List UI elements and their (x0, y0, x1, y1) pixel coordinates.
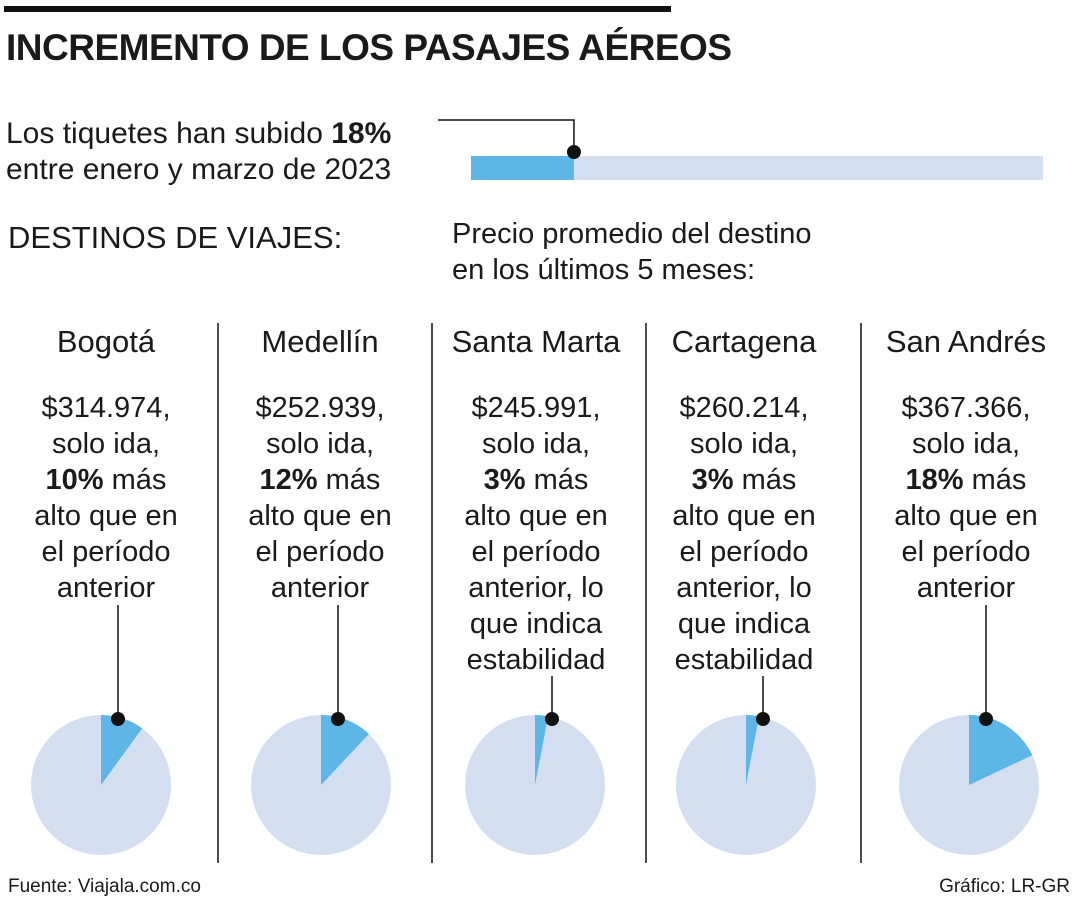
city-name: Cartagena (671, 324, 817, 359)
credit-note: Gráfico: LR-GR (939, 876, 1070, 897)
description-line: estabilidad (674, 644, 814, 676)
increase-percent: 18% (905, 464, 964, 496)
destination-description: $252.939, solo ida, 12% más alto que en el p… (214, 390, 426, 606)
trip-type: solo ida, (689, 428, 798, 460)
increase-line: 18% más (860, 462, 1072, 498)
pie-slice-1 (101, 715, 143, 785)
pie-slice-3 (535, 715, 549, 785)
increase-percent: 3% (483, 464, 526, 496)
description-line: alto que en (248, 500, 392, 532)
description-line: el período (255, 536, 385, 568)
top-rule (4, 6, 671, 12)
description-line: anterior, lo (676, 572, 812, 604)
progress-marker-dot (566, 145, 581, 159)
increase-line: 10% más (0, 462, 212, 498)
price: $367.366, (901, 392, 1031, 424)
increase-suffix: más (317, 464, 381, 496)
trip-type: solo ida, (481, 428, 590, 460)
subtitle-line-2: en los últimos 5 meses: (452, 254, 756, 286)
progress-leader-line (438, 119, 575, 152)
city-name: Bogotá (56, 324, 156, 359)
description-line: estabilidad (466, 644, 606, 676)
pie-slice-5 (969, 715, 1033, 785)
increase-suffix: más (525, 464, 589, 496)
description-line: alto que en (34, 500, 178, 532)
pie-marker-dot-5 (979, 712, 993, 726)
description-line: el período (901, 536, 1031, 568)
description-line: alto que en (894, 500, 1038, 532)
pie-marker-dot-3 (545, 712, 559, 726)
destination-column: Cartagena $260.214, solo ida, 3% más alto qu… (638, 322, 850, 678)
destination-column: Medellín $252.939, solo ida, 12% más alto qu… (214, 322, 426, 606)
description-line: alto que en (464, 500, 608, 532)
section-label: DESTINOS DE VIAJES: (8, 220, 343, 255)
trip-type: solo ida, (51, 428, 160, 460)
intro-after: entre enero y marzo de 2023 (6, 153, 392, 186)
pie-marker-dot-4 (756, 712, 770, 726)
increase-line: 12% más (214, 462, 426, 498)
trip-type: solo ida, (911, 428, 1020, 460)
price: $252.939, (255, 392, 385, 424)
increase-line: 3% más (638, 462, 850, 498)
destination-description: $245.991, solo ida, 3% más alto que en el pe… (430, 390, 642, 678)
intro-percent: 18% (331, 117, 392, 150)
increase-suffix: más (733, 464, 797, 496)
source-note: Fuente: Viajala.com.co (8, 876, 201, 897)
description-line: anterior (56, 572, 156, 604)
city-name: San Andrés (885, 324, 1047, 359)
trip-type: solo ida, (265, 428, 374, 460)
city-name: Santa Marta (451, 324, 621, 359)
increase-percent: 10% (45, 464, 104, 496)
description-line: alto que en (672, 500, 816, 532)
pie-marker-dot-2 (331, 712, 345, 726)
intro-text: Los tiquetes han subido 18% entre enero … (6, 116, 391, 188)
pie-slice-4 (746, 715, 760, 785)
destination-column: Santa Marta $245.991, solo ida, 3% más alto … (430, 322, 642, 678)
increase-suffix: más (103, 464, 167, 496)
description-line: anterior (270, 572, 370, 604)
pie-marker-dot-1 (111, 712, 125, 726)
chart-title: INCREMENTO DE LOS PASAJES AÉREOS (6, 27, 732, 68)
progress-fill (471, 156, 574, 180)
description-line: que indica (469, 608, 603, 640)
description-line: el período (471, 536, 601, 568)
increase-percent: 12% (259, 464, 318, 496)
description-line: que indica (677, 608, 811, 640)
subtitle: Precio promedio del destino en los últim… (452, 216, 811, 288)
city-name: Medellín (261, 324, 379, 359)
increase-line: 3% más (430, 462, 642, 498)
description-line: anterior, lo (468, 572, 604, 604)
destination-column: Bogotá $314.974, solo ida, 10% más alto que … (0, 322, 212, 606)
description-line: anterior (916, 572, 1016, 604)
destination-description: $314.974, solo ida, 10% más alto que en el p… (0, 390, 212, 606)
subtitle-line-1: Precio promedio del destino (452, 218, 812, 250)
intro-before: Los tiquetes han subido (6, 117, 332, 150)
destination-description: $260.214, solo ida, 3% más alto que en el pe… (638, 390, 850, 678)
destination-column: San Andrés $367.366, solo ida, 18% más alto … (860, 322, 1072, 606)
destination-description: $367.366, solo ida, 18% más alto que en el p… (860, 390, 1072, 606)
increase-suffix: más (963, 464, 1027, 496)
pie-slice-2 (321, 715, 369, 785)
price: $314.974, (41, 392, 171, 424)
price: $260.214, (679, 392, 809, 424)
description-line: el período (41, 536, 171, 568)
price: $245.991, (471, 392, 601, 424)
increase-percent: 3% (691, 464, 734, 496)
description-line: el período (679, 536, 809, 568)
